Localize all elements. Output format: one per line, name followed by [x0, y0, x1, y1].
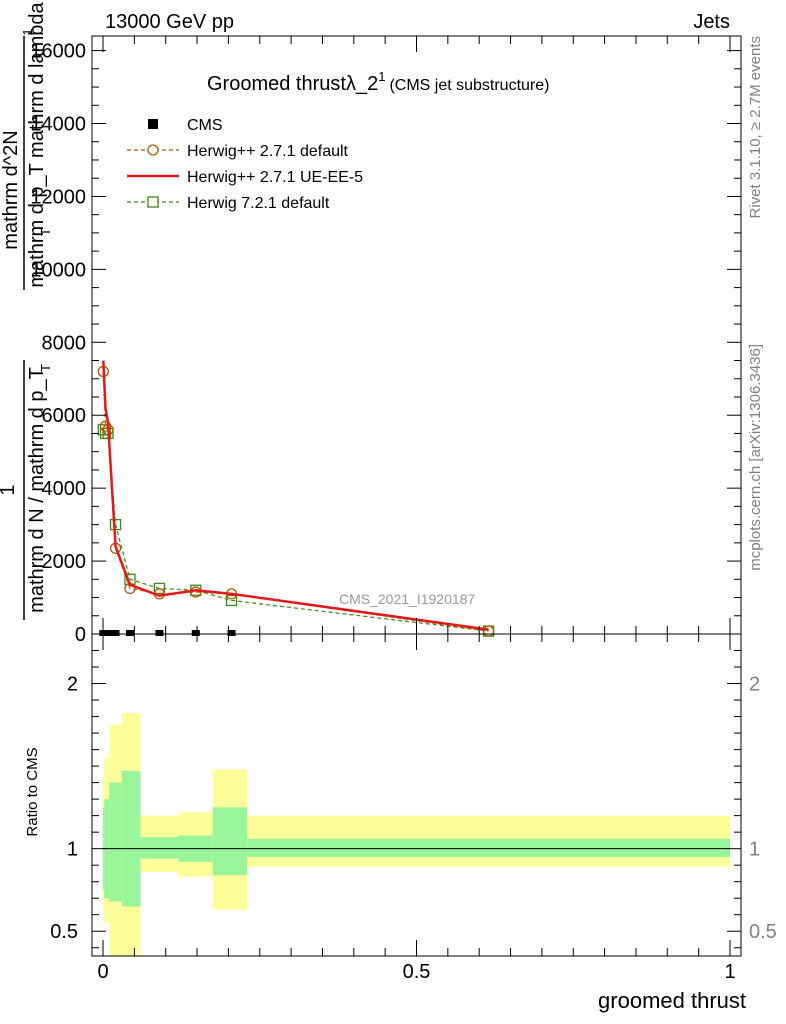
- ylabel-sub2: T: [38, 228, 53, 236]
- x-tick-label: 0.5: [403, 961, 431, 983]
- legend-marker-cms: [148, 119, 158, 129]
- ratio-tick-label: 1: [67, 839, 78, 861]
- point-marker-square: [153, 582, 166, 595]
- legend-marker-circle: [147, 144, 159, 156]
- ratio-band-inner: [212, 807, 248, 876]
- header-jets: Jets: [693, 11, 730, 33]
- y-tick-label: 6000: [42, 405, 87, 427]
- x-tick-label: 0: [97, 961, 108, 983]
- chart-title: Groomed thrustλ_21 (CMS jet substructure): [207, 69, 549, 95]
- main-series: [97, 360, 495, 637]
- ratio-tick-label-right: 1: [749, 839, 760, 861]
- cms-data-point: [107, 630, 116, 636]
- chart-title-sup: 1: [378, 69, 385, 84]
- cms-data-point: [155, 630, 164, 636]
- ylabel-frac-num: 1: [0, 484, 19, 495]
- ylabel-lam-sup: 1: [20, 28, 35, 35]
- series-line-herwig-7-2-1-default: [102, 429, 489, 632]
- y-tick-label: 8000: [42, 332, 87, 354]
- mcplots-label: mcplots.cern.ch [arXiv:1306.3436]: [747, 344, 764, 571]
- y-tick-label: 4000: [42, 478, 87, 500]
- y-tick-label: 10000: [30, 259, 86, 281]
- ratio-tick-label-right: 2: [749, 674, 760, 696]
- ratio-band-inner: [140, 837, 179, 859]
- ratio-tick-label-right: 0.5: [749, 921, 777, 943]
- ylabel-denom2: mathrm d p_T mathrm d lambda: [26, 1, 48, 287]
- ratio-bands: [103, 713, 730, 956]
- y-axis-label-top: 1 mathrm d N / mathrm d p_T T mathrm d^2…: [0, 1, 53, 620]
- header-energy: 13000 GeV pp: [105, 11, 234, 33]
- point-marker-square: [225, 594, 238, 607]
- x-tick-label: 1: [724, 961, 735, 983]
- legend: CMS Herwig++ 2.7.1 default Herwig++ 2.7.1 …: [127, 117, 363, 212]
- y-tick-label: 14000: [30, 114, 86, 136]
- cms-data-point: [227, 630, 236, 636]
- y-tick-label: 12000: [30, 186, 86, 208]
- legend-label: Herwig++ 2.7.1 default: [187, 143, 349, 160]
- series-line-herwig-2-7-1-ue-ee-5: [102, 360, 489, 631]
- legend-label: Herwig 7.2.1 default: [187, 195, 330, 212]
- chart-title-main: Groomed thrustλ_2: [207, 73, 378, 95]
- legend-label: Herwig++ 2.7.1 UE-EE-5: [187, 169, 363, 186]
- rivet-label: Rivet 3.1.10, ≥ 2.7M events: [747, 36, 764, 219]
- x-axis-label: groomed thrust: [598, 988, 746, 1013]
- ratio-band-inner: [109, 782, 122, 902]
- watermark: CMS_2021_I1920187: [339, 591, 475, 607]
- ratio-tick-label: 0.5: [50, 921, 78, 943]
- cms-data-point: [111, 630, 120, 636]
- ratio-tick-label: 2: [67, 674, 78, 696]
- ylabel-frac-den: mathrm d N / mathrm d p_T: [26, 367, 48, 613]
- y-tick-label: 2000: [42, 551, 87, 573]
- y-axis-label-ratio: Ratio to CMS: [24, 747, 41, 836]
- y-tick-label: 16000: [30, 41, 86, 63]
- axis-ticks: 0 2000 4000 6000 8000 10000 12000 14000 16000 0 0.…: [30, 36, 777, 983]
- ratio-band-inner: [247, 838, 730, 857]
- chart-title-sub: (CMS jet substructure): [389, 77, 549, 94]
- ylabel-den-sub: T: [38, 364, 53, 372]
- legend-marker-square: [147, 196, 159, 208]
- cms-data-point: [125, 630, 134, 636]
- point-marker-circle: [482, 625, 495, 637]
- ratio-frame: [91, 633, 742, 957]
- y-tick-label: 0: [75, 624, 86, 646]
- ylabel-numer2: mathrm d^2N: [0, 130, 22, 249]
- legend-label: CMS: [187, 117, 223, 134]
- cms-data-point: [191, 630, 200, 636]
- ratio-band-inner: [121, 771, 141, 907]
